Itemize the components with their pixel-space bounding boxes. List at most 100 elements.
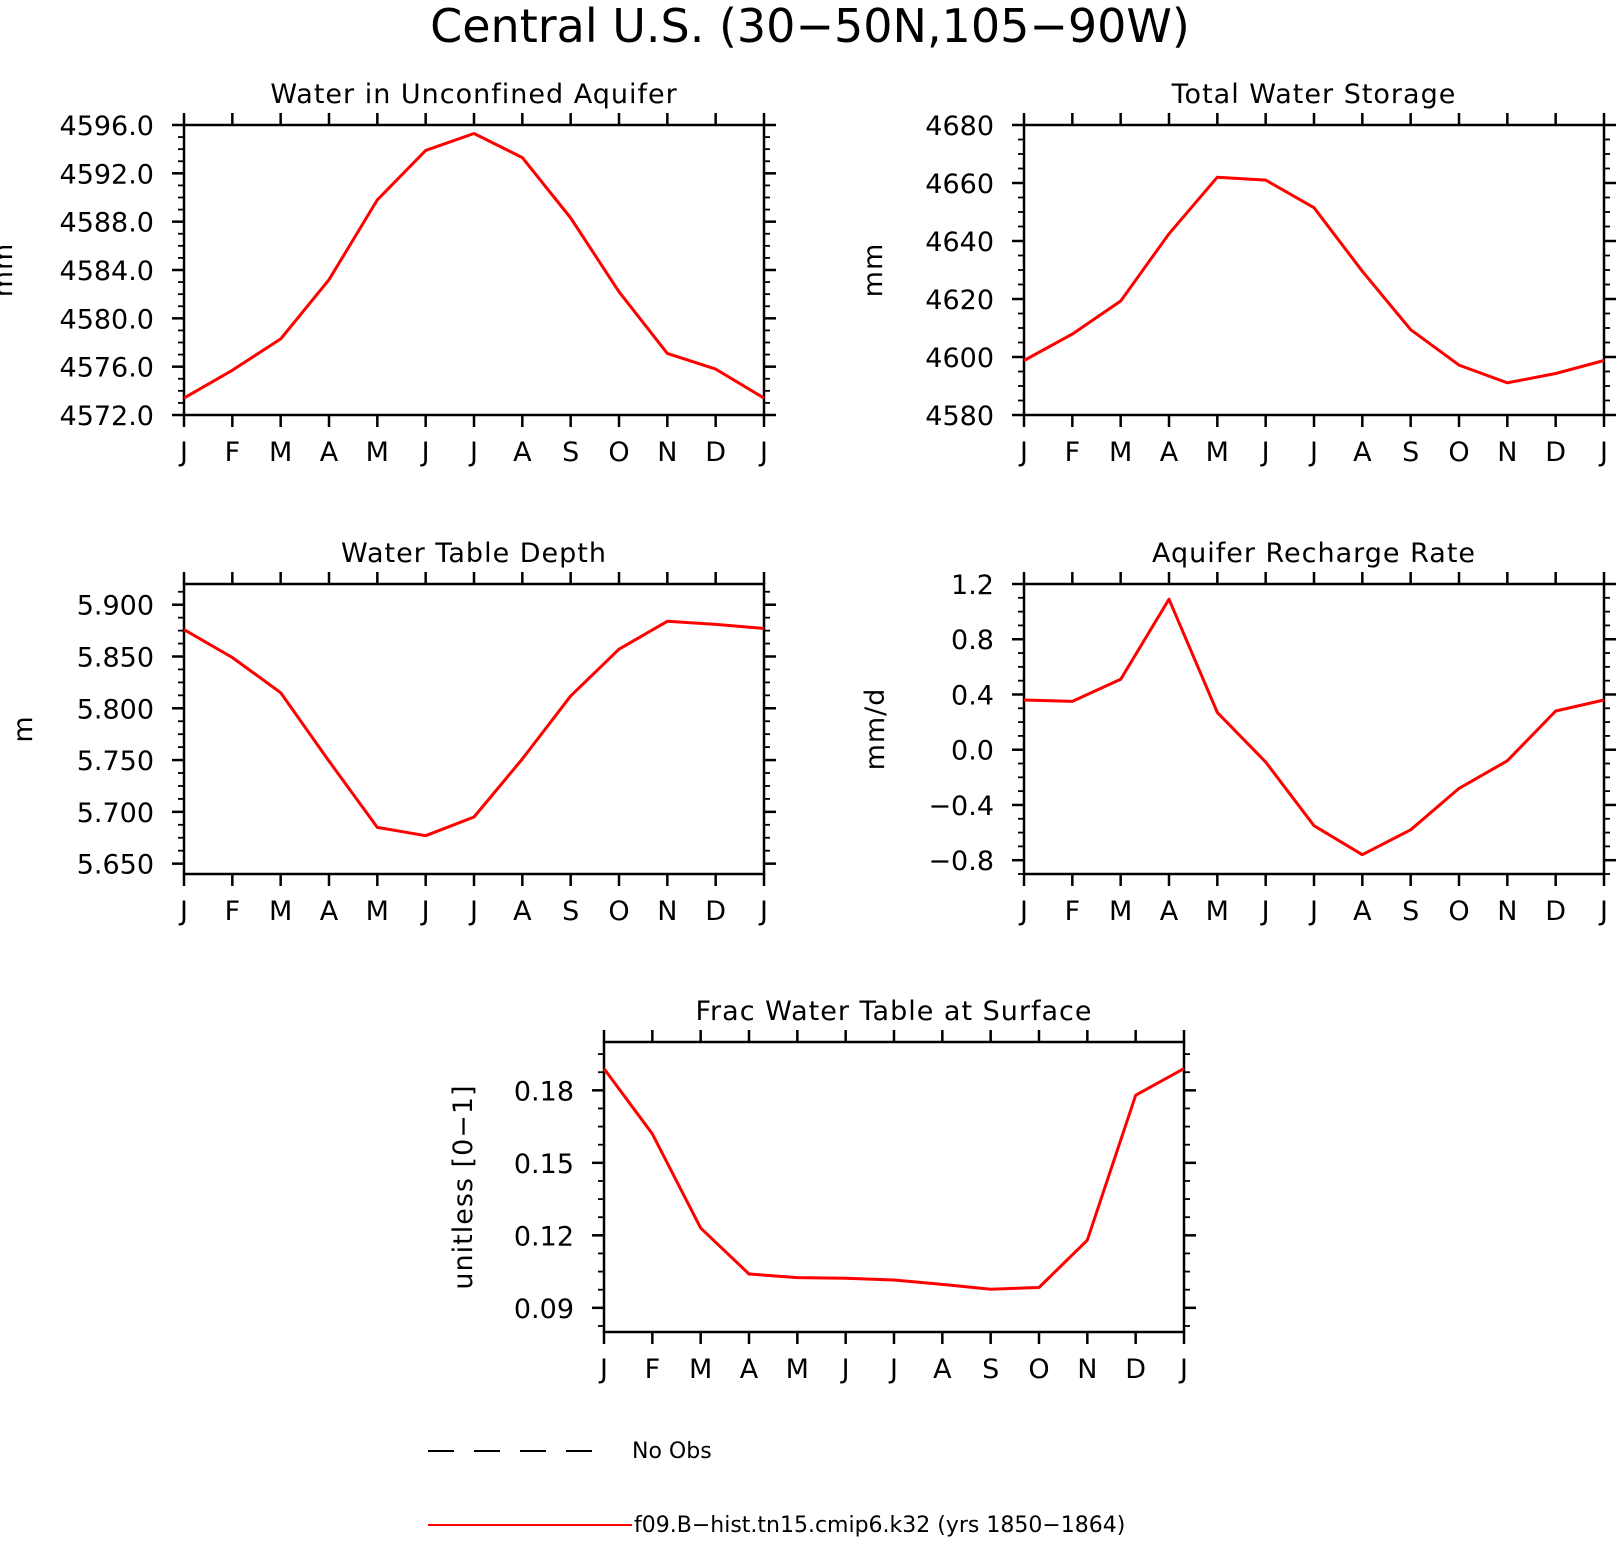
y-tick-label: 5.850: [77, 643, 154, 674]
y-tick-label: 4620: [925, 285, 994, 316]
y-tick-label: 0.09: [514, 1294, 574, 1325]
x-tick-label: M: [1109, 437, 1132, 468]
x-tick-label: A: [933, 1354, 952, 1385]
x-tick-label: J: [1018, 896, 1028, 927]
x-tick-label: F: [1065, 437, 1081, 468]
legend: No Obs f09.B−hist.tn15.cmip6.k32 (yrs 18…: [428, 1439, 1125, 1538]
panel-title: Water in Unconfined Aquifer: [270, 79, 677, 110]
y-axis-label: unitless [0−1]: [448, 1084, 479, 1289]
y-tick-label: 5.800: [77, 694, 154, 725]
x-tick-label: N: [1497, 437, 1517, 468]
x-tick-label: O: [608, 896, 629, 927]
y-tick-label: 5.750: [77, 746, 154, 777]
y-tick-label: 5.900: [77, 591, 154, 622]
x-tick-label: S: [1402, 437, 1419, 468]
panel-title: Frac Water Table at Surface: [695, 996, 1092, 1027]
x-tick-label: M: [269, 896, 292, 927]
panel-title: Aquifer Recharge Rate: [1152, 538, 1476, 569]
x-tick-label: J: [1178, 1354, 1188, 1385]
y-tick-label: −0.4: [928, 791, 994, 822]
legend-obs-label: No Obs: [632, 1439, 712, 1464]
y-tick-label: 4580: [925, 401, 994, 432]
y-tick-label: 0.4: [951, 680, 994, 711]
x-tick-label: M: [269, 437, 292, 468]
x-tick-label: J: [1260, 437, 1270, 468]
y-axis-label: mm/d: [860, 688, 891, 771]
x-tick-label: J: [468, 896, 478, 927]
x-tick-label: N: [1077, 1354, 1097, 1385]
x-tick-label: N: [657, 437, 677, 468]
x-tick-label: A: [1353, 437, 1372, 468]
x-tick-label: A: [1160, 437, 1179, 468]
y-tick-label: 0.18: [514, 1076, 574, 1107]
x-tick-label: A: [740, 1354, 759, 1385]
x-tick-label: J: [1308, 896, 1318, 927]
x-tick-label: D: [705, 896, 726, 927]
x-tick-label: J: [178, 896, 188, 927]
y-tick-label: 4596.0: [60, 111, 154, 142]
y-tick-label: 0.8: [951, 625, 994, 656]
x-tick-label: F: [645, 1354, 661, 1385]
x-tick-label: J: [420, 437, 430, 468]
plot-frame: [1022, 582, 1606, 876]
x-tick-label: J: [1018, 437, 1028, 468]
plot-frame: [182, 582, 766, 876]
x-tick-label: A: [320, 896, 339, 927]
y-tick-label: 4572.0: [60, 401, 154, 432]
x-tick-label: J: [1598, 437, 1608, 468]
x-tick-label: M: [786, 1354, 809, 1385]
panel-title: Total Water Storage: [1171, 79, 1457, 110]
x-tick-label: D: [1545, 437, 1566, 468]
y-tick-label: 0.0: [951, 736, 994, 767]
x-tick-label: J: [178, 437, 188, 468]
y-axis-label: mm: [858, 243, 889, 298]
y-tick-label: 0.15: [514, 1149, 574, 1180]
plot-frame: [602, 1040, 1186, 1334]
x-tick-label: J: [1260, 896, 1270, 927]
figure-title: Central U.S. (30−50N,105−90W): [430, 0, 1190, 53]
x-tick-label: J: [1308, 437, 1318, 468]
x-tick-label: F: [225, 437, 241, 468]
x-tick-label: F: [1065, 896, 1081, 927]
x-tick-label: N: [657, 896, 677, 927]
y-tick-label: 4584.0: [60, 256, 154, 287]
y-tick-label: 4592.0: [60, 159, 154, 190]
y-tick-label: 4640: [925, 227, 994, 258]
x-tick-label: O: [1448, 437, 1469, 468]
x-tick-label: M: [1206, 437, 1229, 468]
series-line: [1023, 597, 1605, 857]
x-tick-label: J: [840, 1354, 850, 1385]
x-tick-label: M: [366, 896, 389, 927]
x-tick-label: D: [1545, 896, 1566, 927]
chart-panel-3: J F M A M J J A S O N D J5.6505.7005.7505.8005.8505.…: [8, 538, 776, 927]
panels: J F M A M J J A S O N D J4572.04576.04580.04584.0458…: [0, 79, 1616, 1385]
y-tick-label: 4588.0: [60, 208, 154, 239]
series-line: [183, 619, 765, 838]
y-tick-label: 4576.0: [60, 353, 154, 384]
y-tick-label: 1.2: [951, 570, 994, 601]
x-tick-label: S: [562, 437, 579, 468]
plot-frame: [182, 123, 766, 417]
x-tick-label: D: [1125, 1354, 1146, 1385]
x-tick-label: A: [1160, 896, 1179, 927]
y-tick-label: 0.12: [514, 1221, 574, 1252]
x-tick-label: N: [1497, 896, 1517, 927]
x-tick-label: J: [888, 1354, 898, 1385]
chart-panel-2: J F M A M J J A S O N D J458046004620464046604680Tot…: [858, 79, 1616, 468]
y-tick-label: 5.700: [77, 798, 154, 829]
series-line: [1023, 175, 1605, 385]
x-tick-label: M: [689, 1354, 712, 1385]
panel-title: Water Table Depth: [341, 538, 607, 569]
x-tick-label: O: [1028, 1354, 1049, 1385]
y-axis-label: m: [8, 715, 39, 742]
y-tick-label: 4580.0: [60, 304, 154, 335]
y-tick-label: 4600: [925, 343, 994, 374]
x-tick-label: O: [1448, 896, 1469, 927]
x-tick-label: J: [1598, 896, 1608, 927]
x-tick-label: D: [705, 437, 726, 468]
series-line: [183, 132, 765, 400]
x-tick-label: A: [513, 437, 532, 468]
x-tick-label: J: [758, 896, 768, 927]
x-tick-label: S: [1402, 896, 1419, 927]
